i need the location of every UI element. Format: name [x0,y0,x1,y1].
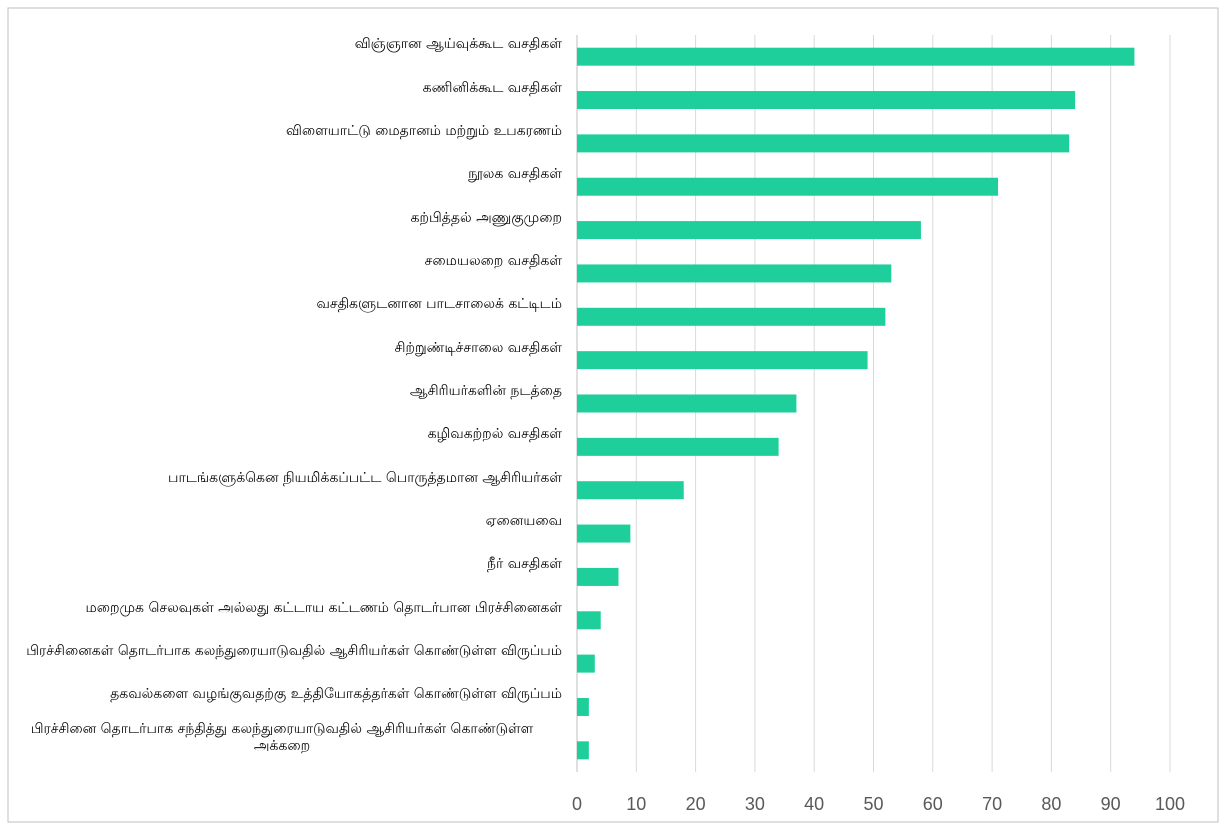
bar [577,741,589,760]
category-label: கழிவகற்றல் வசதிகள் [2,426,562,443]
bar [577,221,921,240]
category-text: பிரச்சினைகள் தொடர்பாக கலந்துரையாடுவதில் … [26,643,562,660]
bar [577,264,892,283]
x-tick-label: 100 [1155,794,1185,814]
bar [577,91,1076,110]
category-text: சமையலறை வசதிகள் [424,252,562,269]
category-label: கணினிக்கூட வசதிகள் [2,80,562,97]
category-text: பிரச்சினை தொடர்பாக சந்தித்து கலந்துரையாட… [30,721,534,755]
bar [577,611,601,630]
category-text: கற்பித்தல் அணுகுமுறை [410,209,562,226]
x-tick-label: 60 [923,794,943,814]
x-tick-label: 0 [572,794,582,814]
bar [577,437,779,456]
bar [577,697,589,716]
x-tick-label: 30 [745,794,765,814]
x-tick-label: 70 [982,794,1002,814]
bar [577,47,1135,66]
category-label: நூலக வசதிகள் [2,166,562,183]
x-tick-label: 20 [686,794,706,814]
category-text: ஆசிரியர்களின் நடத்தை [409,383,562,399]
category-label: மறைமுக செலவுகள் அல்லது கட்டாய கட்டணம் தொ… [2,600,562,617]
category-text: நூலக வசதிகள் [468,166,562,183]
x-tick-label: 40 [804,794,824,814]
category-label: ஏனையவை [2,513,562,530]
bar [577,481,684,500]
category-label: நீர் வசதிகள் [2,556,562,573]
x-tick-label: 50 [863,794,883,814]
category-text: தகவல்களை வழங்குவதற்கு உத்தியோகத்தர்கள் க… [110,686,562,703]
bar [577,394,797,413]
category-label: கற்பித்தல் அணுகுமுறை [2,210,562,227]
bar [577,351,868,370]
category-text: கணினிக்கூட வசதிகள் [422,79,562,96]
category-label: பிரச்சினைகள் தொடர்பாக கலந்துரையாடுவதில் … [2,643,562,660]
category-text: மறைமுக செலவுகள் அல்லது கட்டாய கட்டணம் தொ… [85,599,562,616]
frame [7,7,1219,823]
category-text: கழிவகற்றல் வசதிகள் [427,426,562,443]
bar [577,177,999,196]
bar [577,307,886,326]
category-label: விஞ்ஞான ஆய்வுக்கூட வசதிகள் [2,36,562,53]
x-tick-label: 80 [1041,794,1061,814]
bar [577,134,1070,153]
category-text: பாடங்களுக்கென நியமிக்கப்பட்ட பொருத்தமான … [168,469,562,486]
bar [577,567,619,586]
category-label: சிற்றுண்டிச்சாலை வசதிகள் [2,340,562,357]
category-label: ஆசிரியர்களின் நடத்தை [2,383,562,400]
bar [577,654,595,673]
x-tick-label: 10 [626,794,646,814]
category-label: தகவல்களை வழங்குவதற்கு உத்தியோகத்தர்கள் க… [2,686,562,703]
x-tick-label: 90 [1101,794,1121,814]
category-label: விளையாட்டு மைதானம் மற்றும் உபகரணம் [2,123,562,140]
bar [577,524,631,543]
category-label: சமையலறை வசதிகள் [2,253,562,270]
category-text: நீர் வசதிகள் [487,556,562,573]
category-label: பாடங்களுக்கென நியமிக்கப்பட்ட பொருத்தமான … [2,470,562,487]
category-text: விளையாட்டு மைதானம் மற்றும் உபகரணம் [285,122,562,139]
category-label: வசதிகளுடனான பாடசாலைக் கட்டிடம் [2,296,562,313]
category-text: ஏனையவை [485,513,562,530]
category-text: வசதிகளுடனான பாடசாலைக் கட்டிடம் [316,296,562,313]
category-label: பிரச்சினை தொடர்பாக சந்தித்து கலந்துரையாட… [2,721,562,755]
category-text: சிற்றுண்டிச்சாலை வசதிகள் [394,339,562,356]
category-text: விஞ்ஞான ஆய்வுக்கூட வசதிகள் [354,36,562,53]
